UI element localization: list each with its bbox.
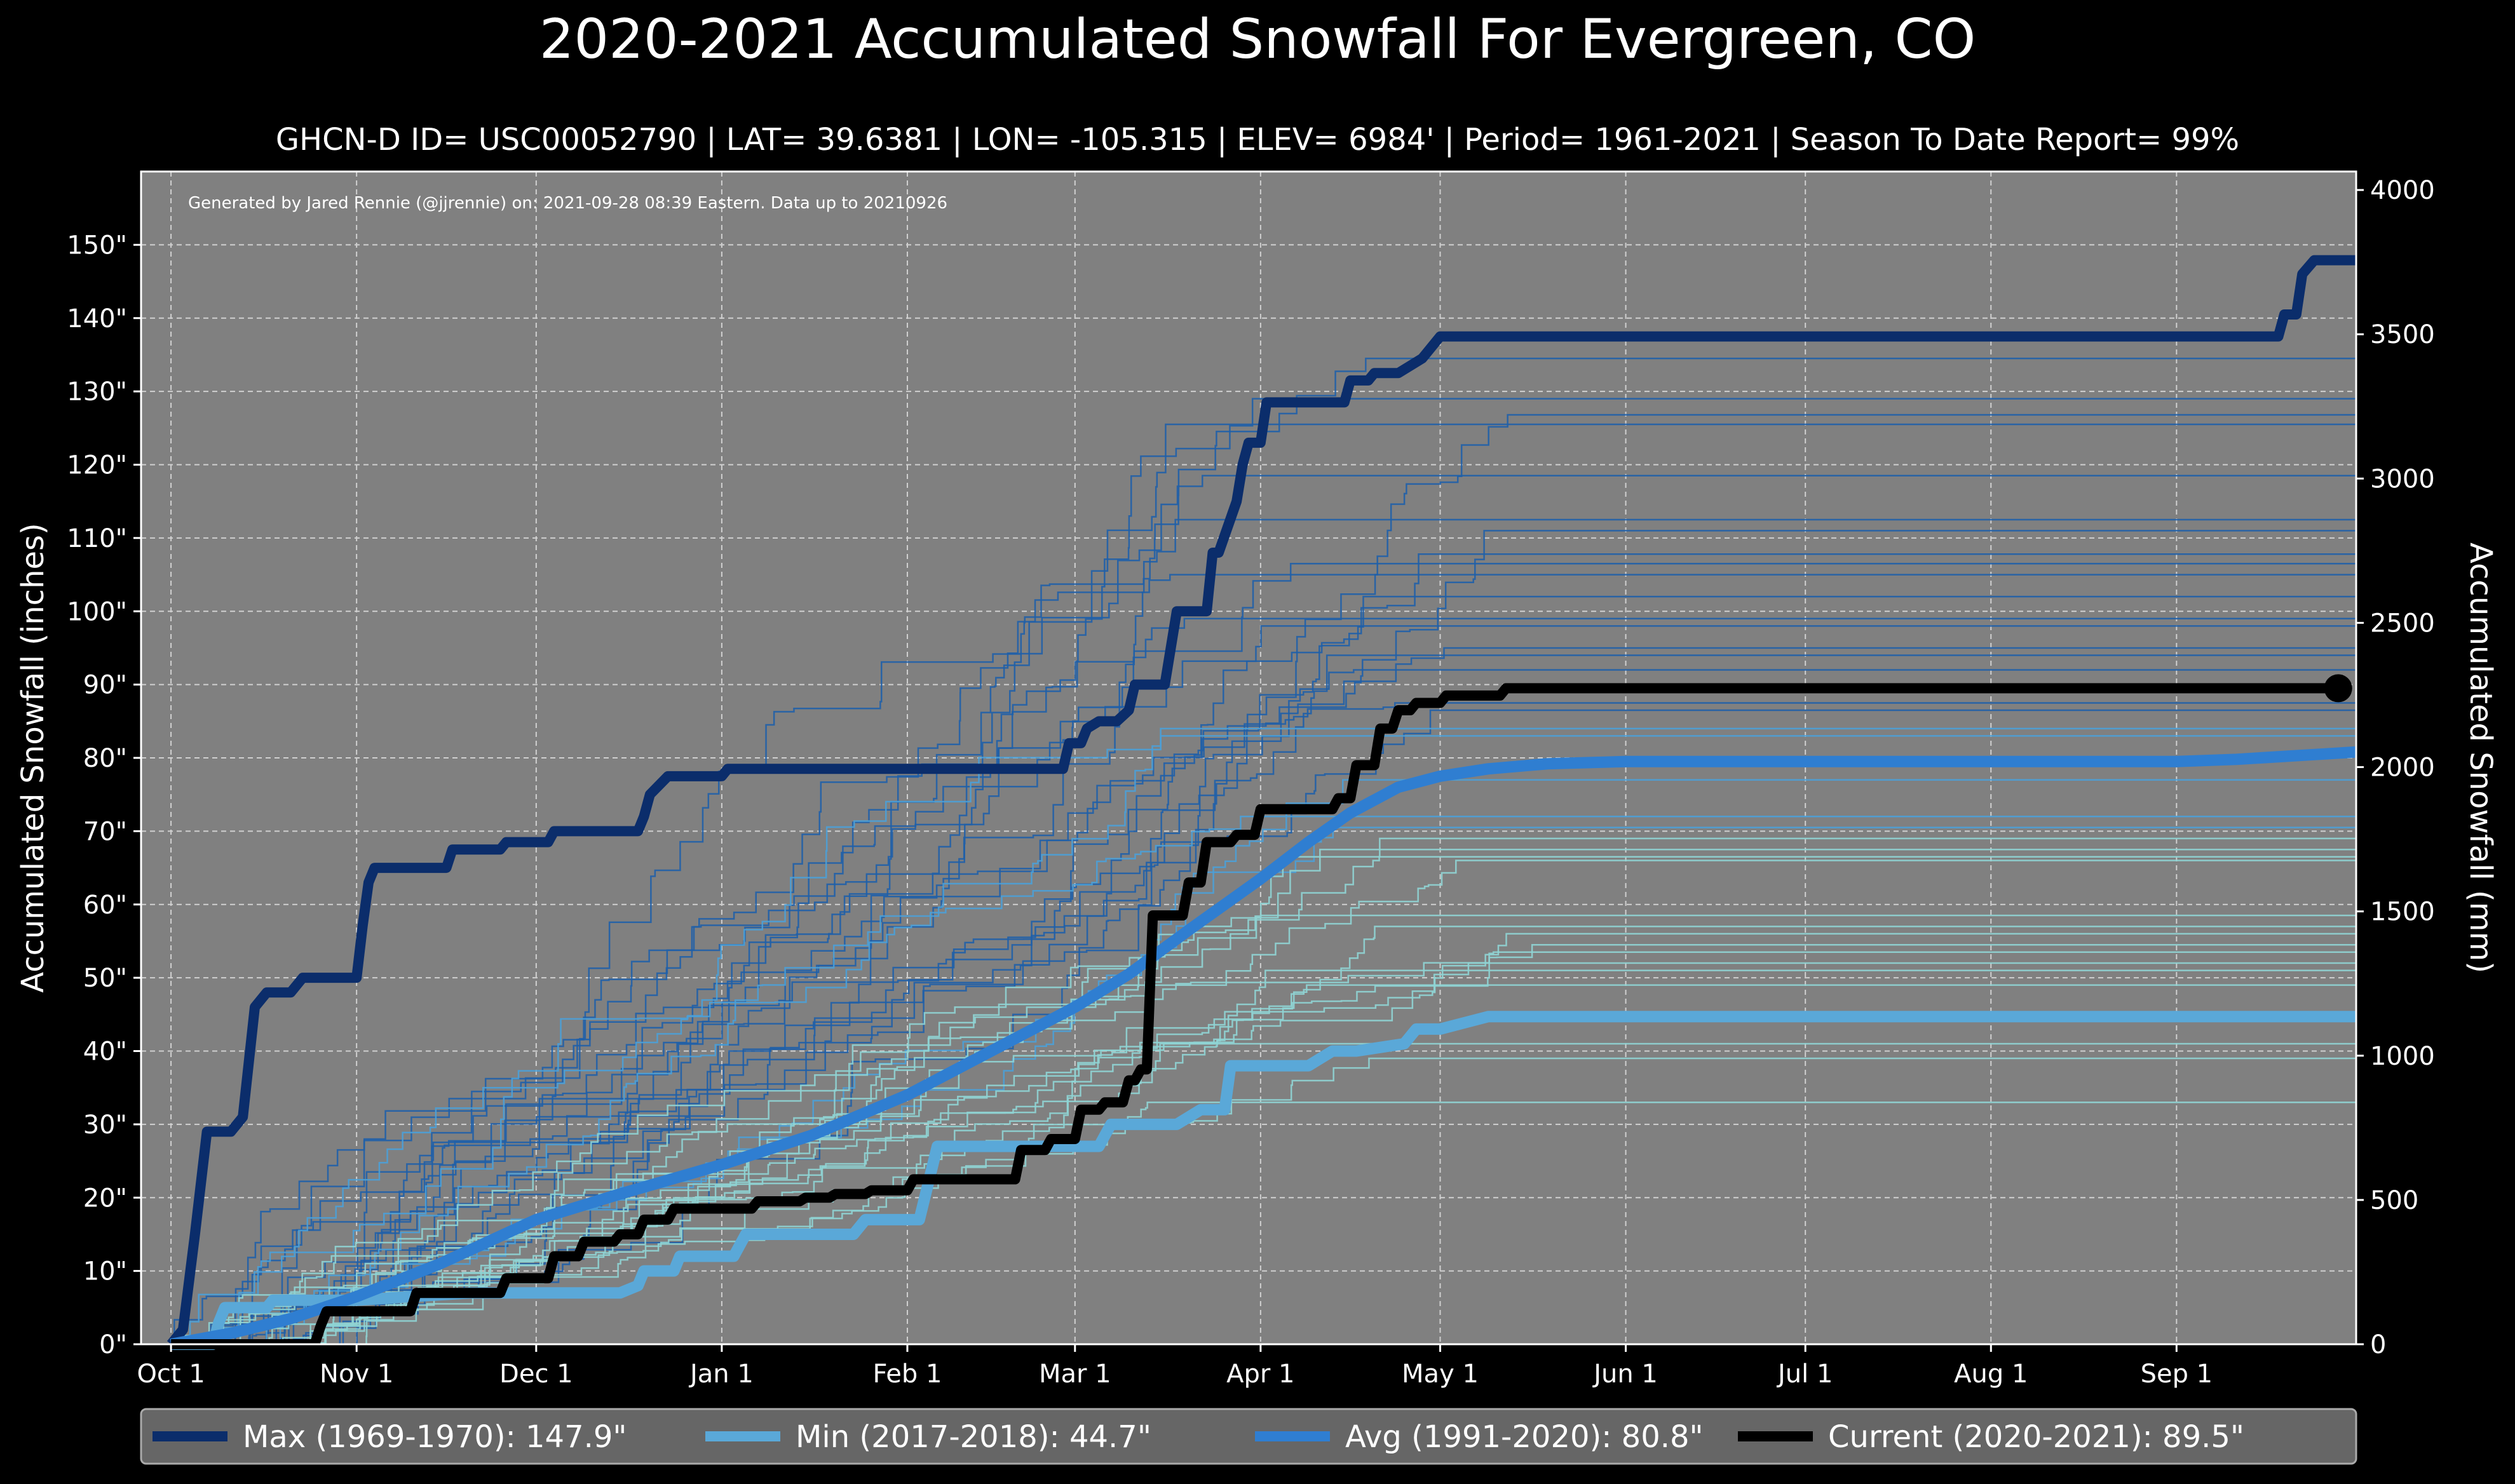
axis-ticks: Oct 1 Nov 1 Dec 1 Jan 1 Feb 1 Mar 1 Apr 1 May 1… bbox=[67, 176, 2435, 1389]
x-tick-label: Jan 1 bbox=[688, 1359, 754, 1389]
x-tick-label: Mar 1 bbox=[1039, 1359, 1111, 1389]
y-tick-label: 110" bbox=[67, 524, 127, 553]
legend-box bbox=[140, 1408, 2357, 1465]
y-tick-label: 90" bbox=[83, 671, 127, 700]
x-tick-label: Feb 1 bbox=[872, 1359, 942, 1389]
season-line bbox=[171, 962, 2356, 1346]
season-line bbox=[171, 625, 2356, 1346]
y-right-tick-label: 3000 bbox=[2370, 464, 2435, 494]
series-line bbox=[166, 255, 2356, 1348]
legend-label: Avg (1991-2020): 80.8" bbox=[1345, 1419, 1704, 1455]
x-tick-label: May 1 bbox=[1402, 1359, 1479, 1389]
x-tick-label: Aug 1 bbox=[1954, 1359, 2028, 1389]
y-axis-label-left: Accumulated Snowfall (inches) bbox=[15, 523, 51, 993]
season-line bbox=[171, 951, 2356, 1346]
y-tick-label: 70" bbox=[83, 817, 127, 846]
series-line bbox=[171, 683, 2338, 1349]
x-tick-label: Dec 1 bbox=[499, 1359, 573, 1389]
series-line bbox=[171, 1011, 2356, 1350]
season-line bbox=[171, 933, 2356, 1346]
y-right-tick-label: 4000 bbox=[2370, 176, 2435, 205]
background-season-lines bbox=[171, 357, 2356, 1346]
season-line bbox=[171, 518, 2356, 1346]
y-right-tick-label: 3500 bbox=[2370, 320, 2435, 349]
y-tick-label: 120" bbox=[67, 451, 127, 480]
x-tick-label: Jun 1 bbox=[1592, 1359, 1658, 1389]
season-line bbox=[171, 553, 2356, 1346]
season-line bbox=[171, 647, 2356, 1346]
y-tick-label: 100" bbox=[67, 597, 127, 626]
x-tick-label: Sep 1 bbox=[2141, 1359, 2213, 1389]
y-tick-label: 10" bbox=[83, 1257, 127, 1286]
season-line bbox=[171, 727, 2356, 1346]
y-tick-label: 20" bbox=[83, 1184, 127, 1213]
chart-subtitle: GHCN-D ID= USC00052790 | LAT= 39.6381 | … bbox=[275, 122, 2240, 158]
y-right-tick-label: 500 bbox=[2370, 1186, 2418, 1215]
season-line bbox=[171, 475, 2356, 1346]
x-tick-label: Nov 1 bbox=[320, 1359, 393, 1389]
series-lines bbox=[166, 255, 2357, 1350]
season-line bbox=[171, 735, 2356, 1346]
y-tick-label: 140" bbox=[67, 304, 127, 334]
season-line bbox=[171, 414, 2356, 1346]
season-line bbox=[171, 595, 2356, 1346]
y-tick-label: 40" bbox=[83, 1037, 127, 1067]
y-right-tick-label: 1500 bbox=[2370, 898, 2435, 927]
x-tick-label: Apr 1 bbox=[1226, 1359, 1294, 1389]
y-tick-label: 30" bbox=[83, 1110, 127, 1140]
legend-label: Max (1969-1970): 147.9" bbox=[243, 1419, 627, 1455]
y-tick-label: 130" bbox=[67, 377, 127, 407]
season-line bbox=[171, 669, 2356, 1346]
legend-label: Min (2017-2018): 44.7" bbox=[796, 1419, 1151, 1455]
y-right-tick-label: 0 bbox=[2370, 1330, 2386, 1359]
y-right-tick-label: 1000 bbox=[2370, 1042, 2435, 1071]
season-line bbox=[171, 654, 2356, 1346]
season-line bbox=[171, 530, 2356, 1346]
y-tick-label: 150" bbox=[67, 231, 127, 260]
x-tick-label: Jul 1 bbox=[1776, 1359, 1833, 1389]
y-right-tick-label: 2500 bbox=[2370, 609, 2435, 638]
legend: Max (1969-1970): 147.9" Min (2017-2018): … bbox=[140, 1408, 2357, 1465]
current-endpoint-marker bbox=[2324, 674, 2352, 703]
y-right-tick-label: 2000 bbox=[2370, 753, 2435, 783]
x-tick-label: Oct 1 bbox=[137, 1359, 205, 1389]
y-tick-label: 50" bbox=[83, 964, 127, 993]
season-line bbox=[171, 969, 2356, 1346]
y-tick-label: 0" bbox=[99, 1330, 127, 1359]
credit-note: Generated by Jared Rennie (@jjrennie) on… bbox=[188, 194, 947, 213]
y-tick-label: 80" bbox=[83, 744, 127, 773]
chart-title: 2020-2021 Accumulated Snowfall For Everg… bbox=[539, 8, 1976, 71]
season-line bbox=[171, 617, 2356, 1346]
legend-label: Current (2020-2021): 89.5" bbox=[1828, 1419, 2244, 1455]
season-line bbox=[171, 1042, 2356, 1346]
series-line bbox=[170, 746, 2357, 1350]
season-line bbox=[171, 563, 2356, 1346]
y-axis-label-right: Accumulated Snowfall (mm) bbox=[2463, 543, 2498, 973]
y-tick-label: 60" bbox=[83, 891, 127, 920]
season-line bbox=[171, 816, 2356, 1346]
